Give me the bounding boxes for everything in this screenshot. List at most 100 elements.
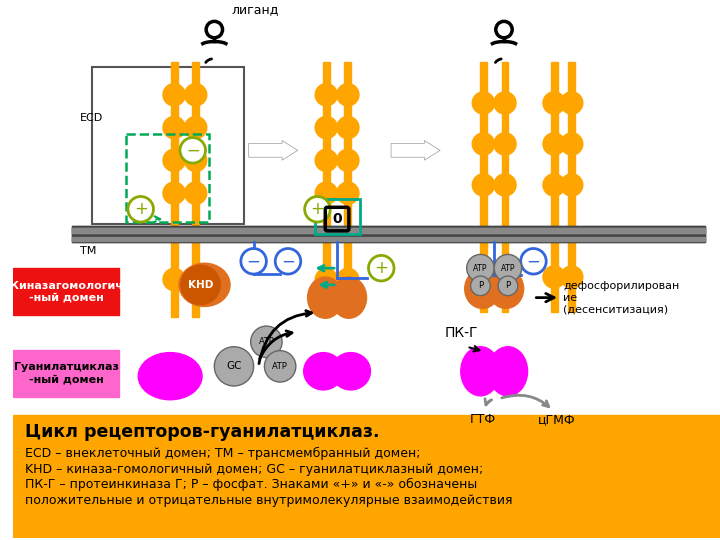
Circle shape xyxy=(275,248,301,274)
Bar xyxy=(480,62,487,226)
Text: Р: Р xyxy=(505,281,510,291)
Circle shape xyxy=(472,265,495,289)
Bar xyxy=(480,242,487,312)
Circle shape xyxy=(521,248,546,274)
Text: Р: Р xyxy=(478,281,483,291)
Bar xyxy=(344,62,351,226)
FancyArrow shape xyxy=(248,140,298,160)
Circle shape xyxy=(498,276,518,296)
Text: +: + xyxy=(134,200,148,218)
Bar xyxy=(126,134,210,222)
FancyArrow shape xyxy=(391,140,440,160)
Circle shape xyxy=(180,138,205,163)
Circle shape xyxy=(184,148,207,172)
Text: ГТФ: ГТФ xyxy=(469,414,496,427)
Circle shape xyxy=(184,268,207,291)
Circle shape xyxy=(336,83,360,106)
Bar xyxy=(502,62,508,226)
Circle shape xyxy=(471,276,490,296)
Text: KHD – киназа-гомологичный домен; GC – гуанилатциклазный домен;: KHD – киназа-гомологичный домен; GC – гу… xyxy=(24,463,483,476)
Circle shape xyxy=(369,255,394,281)
Text: АТР: АТР xyxy=(272,362,288,371)
Ellipse shape xyxy=(138,353,202,400)
Bar xyxy=(13,415,720,538)
Circle shape xyxy=(315,116,338,139)
Text: −: − xyxy=(186,141,199,159)
Circle shape xyxy=(315,181,338,205)
Circle shape xyxy=(472,173,495,197)
Circle shape xyxy=(162,148,186,172)
Text: ПК-Г – протеинкиназа Г; Р – фосфат. Знаками «+» и «-» обозначены: ПК-Г – протеинкиназа Г; Р – фосфат. Знак… xyxy=(24,478,477,491)
Ellipse shape xyxy=(331,353,371,390)
Text: Цикл рецепторов-гуанилатциклаз.: Цикл рецепторов-гуанилатциклаз. xyxy=(24,423,379,441)
Text: −: − xyxy=(526,252,541,271)
Text: АТР: АТР xyxy=(258,338,274,346)
Circle shape xyxy=(215,347,253,386)
Ellipse shape xyxy=(331,277,366,318)
Circle shape xyxy=(184,181,207,205)
Text: +: + xyxy=(374,259,388,277)
Circle shape xyxy=(560,91,583,114)
Circle shape xyxy=(542,132,566,156)
Circle shape xyxy=(162,181,186,205)
Circle shape xyxy=(494,254,522,282)
Bar xyxy=(315,199,360,234)
Bar xyxy=(323,242,330,318)
Circle shape xyxy=(467,254,494,282)
Ellipse shape xyxy=(488,347,528,396)
Bar xyxy=(72,226,706,242)
Circle shape xyxy=(184,116,207,139)
Text: Гуанилатциклаз
-ный домен: Гуанилатциклаз -ный домен xyxy=(14,362,119,384)
Circle shape xyxy=(305,197,330,222)
Ellipse shape xyxy=(307,277,343,318)
Bar xyxy=(551,242,557,312)
Circle shape xyxy=(336,181,360,205)
Circle shape xyxy=(336,116,360,139)
Text: −: − xyxy=(247,252,261,271)
Bar xyxy=(502,242,508,312)
Circle shape xyxy=(315,148,338,172)
Circle shape xyxy=(493,132,517,156)
Circle shape xyxy=(493,91,517,114)
Text: KHD: KHD xyxy=(188,280,213,290)
Circle shape xyxy=(264,350,296,382)
Text: ECD: ECD xyxy=(80,113,103,123)
Text: TM: TM xyxy=(80,246,96,255)
Bar xyxy=(72,228,706,233)
Circle shape xyxy=(128,197,153,222)
Text: 0: 0 xyxy=(332,212,342,226)
Circle shape xyxy=(542,91,566,114)
Text: +: + xyxy=(310,200,325,218)
Text: АТР: АТР xyxy=(500,264,516,273)
Ellipse shape xyxy=(464,269,500,308)
Text: ПК-Г: ПК-Г xyxy=(445,326,479,340)
Circle shape xyxy=(181,265,220,305)
Ellipse shape xyxy=(179,264,230,307)
Text: ECD – внеклеточный домен; TM – трансмембранный домен;: ECD – внеклеточный домен; TM – трансмемб… xyxy=(24,447,420,460)
Circle shape xyxy=(542,265,566,289)
Bar xyxy=(192,62,199,226)
Bar xyxy=(13,350,119,397)
Circle shape xyxy=(560,265,583,289)
Circle shape xyxy=(560,173,583,197)
Bar xyxy=(192,242,199,318)
Circle shape xyxy=(251,326,282,357)
Circle shape xyxy=(472,91,495,114)
Bar xyxy=(551,62,557,226)
Circle shape xyxy=(162,83,186,106)
Ellipse shape xyxy=(488,269,523,308)
Bar xyxy=(171,242,178,318)
Circle shape xyxy=(560,132,583,156)
Text: цГМФ: цГМФ xyxy=(539,414,576,427)
Circle shape xyxy=(493,173,517,197)
Ellipse shape xyxy=(304,353,343,390)
Bar xyxy=(568,242,575,312)
Ellipse shape xyxy=(461,347,500,396)
Circle shape xyxy=(184,83,207,106)
Circle shape xyxy=(472,132,495,156)
Bar xyxy=(72,226,706,242)
Text: АТР: АТР xyxy=(473,264,487,273)
Text: лиганд: лиганд xyxy=(231,3,279,16)
Circle shape xyxy=(493,265,517,289)
Text: дефосфорилирован
ие
(десенситизация): дефосфорилирован ие (десенситизация) xyxy=(563,281,679,314)
